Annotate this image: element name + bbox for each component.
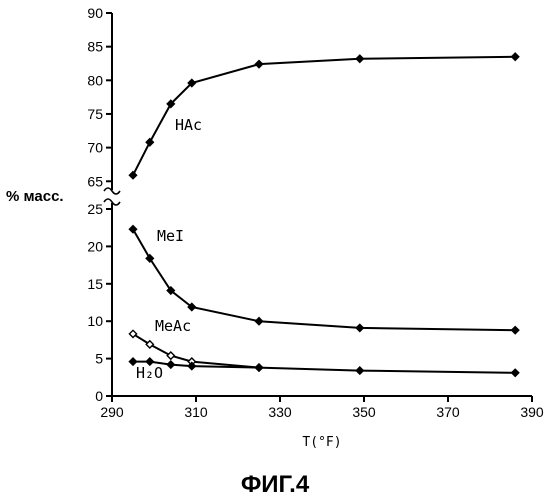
y-tick-label-upper: 65 [87, 173, 103, 189]
data-point [255, 364, 262, 371]
x-tick-label: 390 [520, 404, 544, 420]
series-line-1 [133, 229, 515, 330]
figure-caption: ФИГ.4 [241, 471, 310, 498]
y-tick-label-lower: 20 [87, 238, 103, 254]
x-axis-title: T(°F) [302, 435, 341, 450]
x-tick-label: 330 [268, 404, 292, 420]
series-label-1: MeI [157, 227, 184, 245]
data-point [146, 139, 153, 146]
data-point [255, 61, 262, 68]
data-point [356, 324, 363, 331]
data-point [255, 318, 262, 325]
series-label-3: H₂O [136, 364, 163, 382]
data-point [129, 172, 136, 179]
y-tick-label-lower: 15 [87, 276, 103, 292]
data-point [167, 361, 174, 368]
y-tick-label-upper: 70 [87, 140, 103, 156]
y-tick-label-upper: 85 [87, 39, 103, 55]
y-tick-label-upper: 75 [87, 106, 103, 122]
y-tick-label-lower: 10 [87, 313, 103, 329]
x-tick-label: 370 [436, 404, 460, 420]
ticks: 65 70 75 80 85 90 0 5 10 15 20 25 290 310 330 350 370 390 [87, 5, 543, 420]
x-tick-label: 290 [100, 404, 124, 420]
y-axis-title: % масс. [6, 188, 64, 205]
x-tick-label: 310 [184, 404, 208, 420]
y-tick-label-lower: 5 [95, 351, 103, 367]
data-point [512, 53, 519, 60]
y-tick-label-lower: 25 [87, 201, 103, 217]
series-label-2: MeAc [155, 317, 191, 335]
y-tick-label-upper: 80 [87, 72, 103, 88]
axes [104, 13, 532, 396]
x-tick-label: 350 [352, 404, 376, 420]
data-point [356, 367, 363, 374]
data-point [512, 327, 519, 334]
series-label-0: HAc [175, 116, 202, 134]
data-point [356, 55, 363, 62]
y-tick-label-lower: 0 [95, 388, 103, 404]
y-tick-label-upper: 90 [87, 5, 103, 21]
data-point [167, 352, 174, 359]
data-point [512, 369, 519, 376]
